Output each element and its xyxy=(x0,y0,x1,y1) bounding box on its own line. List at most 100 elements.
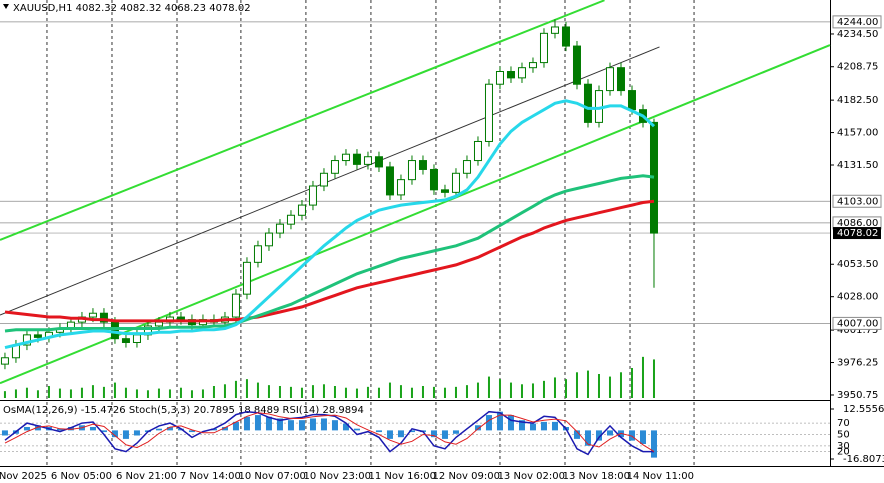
candle-body xyxy=(627,90,636,111)
candle-body xyxy=(506,71,515,79)
candle-body xyxy=(110,321,119,340)
candle-body xyxy=(374,156,383,168)
osma-bar xyxy=(34,425,41,431)
candle-body xyxy=(297,204,306,216)
osma-bar xyxy=(342,423,349,431)
osma-bar xyxy=(221,426,228,431)
osma-bar xyxy=(243,416,250,431)
osma-bar xyxy=(408,430,415,433)
osma-bar xyxy=(650,430,657,458)
volume-bar xyxy=(47,386,50,398)
trend-line xyxy=(0,44,831,385)
x-tick-label: 6 Nov 21:00 xyxy=(116,471,177,482)
osma-bar xyxy=(430,430,437,438)
volume-bar xyxy=(3,391,6,398)
volume-bar xyxy=(223,384,226,398)
volume-bar xyxy=(256,382,259,398)
candle-body xyxy=(418,160,427,170)
osma-bar xyxy=(595,430,602,441)
y-tick-label: 4001.75 xyxy=(837,325,878,336)
osma-bar xyxy=(320,418,327,431)
candle-body xyxy=(242,261,251,295)
candle-body xyxy=(22,334,31,346)
y-tick-label: 4028.00 xyxy=(837,292,878,303)
candle-body xyxy=(396,179,405,196)
y-tick-label: 4234.50 xyxy=(837,29,878,40)
volume-bar xyxy=(146,390,149,398)
volume-bar xyxy=(652,359,655,398)
volume-bar xyxy=(399,385,402,398)
osma-bar xyxy=(386,430,393,439)
volume-bar xyxy=(553,377,556,398)
moving-average xyxy=(4,199,655,323)
osma-bar xyxy=(67,426,74,431)
osma-bar xyxy=(452,430,459,434)
osma-bar xyxy=(100,430,107,433)
volume-bar xyxy=(113,382,116,398)
candle-body xyxy=(264,232,273,247)
candle-body xyxy=(528,62,537,69)
volume-bar xyxy=(234,380,237,398)
osma-bar xyxy=(375,430,382,433)
oscillator-title: OsMA(12,26,9) -15.4726 Stoch(5,3,3) 20.7… xyxy=(3,405,364,416)
x-tick-label: 7 Nov 14:00 xyxy=(180,471,241,482)
trend-line xyxy=(0,0,605,241)
volume-bar xyxy=(157,388,160,398)
osma-bar xyxy=(56,428,63,431)
candle-body xyxy=(429,168,438,191)
volume-bar xyxy=(575,372,578,398)
y2-tick-label: 12.5556 xyxy=(843,404,884,415)
volume-bar xyxy=(619,372,622,398)
volume-bar xyxy=(289,386,292,398)
osma-bar xyxy=(628,430,635,441)
volume-bar xyxy=(102,386,105,398)
x-tick-label: 13 Nov 02:00 xyxy=(498,471,565,482)
x-tick-label: 10 Nov 07:00 xyxy=(239,471,306,482)
osma-bar xyxy=(287,420,294,431)
volume-bar xyxy=(542,380,545,398)
volume-bar xyxy=(487,376,490,398)
volume-bar xyxy=(124,387,127,398)
osma-bar xyxy=(254,415,261,431)
volume-bar xyxy=(454,386,457,398)
volume-bar xyxy=(641,356,644,398)
volume-bar xyxy=(410,387,413,398)
menu-arrow[interactable] xyxy=(3,4,9,9)
level-label: 4244.00 xyxy=(837,17,878,28)
candle-body xyxy=(385,166,394,196)
volume-bar xyxy=(432,386,435,398)
y-tick-label: 4208.75 xyxy=(837,62,878,73)
y-tick-label: 4182.50 xyxy=(837,95,878,106)
x-tick-label: 12 Nov 09:00 xyxy=(433,471,500,482)
volume-bar xyxy=(443,387,446,398)
osma-bar xyxy=(606,430,613,436)
osma-bar xyxy=(540,421,547,431)
moving-average xyxy=(4,174,655,333)
osma-bar xyxy=(397,430,404,438)
osma-bar xyxy=(298,420,305,431)
volume-bar xyxy=(333,386,336,398)
volume-bar xyxy=(344,387,347,398)
osma-bar xyxy=(265,416,272,431)
candle-body xyxy=(253,245,262,263)
volume-bar xyxy=(179,387,182,398)
annotations xyxy=(0,0,831,385)
candle-body xyxy=(33,334,42,338)
osma-bar xyxy=(111,430,118,438)
candle-body xyxy=(0,357,9,365)
volume-bar xyxy=(377,387,380,398)
volume-bar xyxy=(421,386,424,398)
x-tick-label: 10 Nov 23:00 xyxy=(304,471,371,482)
chart-title: XAUUSD,H1 4082.32 4082.32 4068.23 4078.0… xyxy=(13,3,251,14)
candle-body xyxy=(275,223,284,234)
osma-bar xyxy=(441,430,448,439)
volume-bar xyxy=(267,385,270,398)
candle-body xyxy=(495,71,504,85)
candle-body xyxy=(154,321,163,327)
volume-bar xyxy=(388,382,391,398)
osma-bar xyxy=(166,426,173,431)
candle-body xyxy=(319,172,328,187)
volume-bar xyxy=(355,388,358,398)
candle-body xyxy=(308,185,317,206)
volume-bar xyxy=(322,384,325,398)
